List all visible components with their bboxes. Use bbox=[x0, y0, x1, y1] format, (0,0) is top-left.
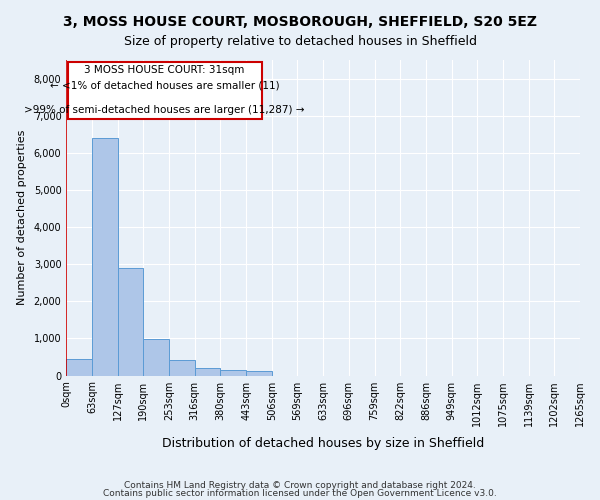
Y-axis label: Number of detached properties: Number of detached properties bbox=[17, 130, 27, 306]
Text: 3, MOSS HOUSE COURT, MOSBOROUGH, SHEFFIELD, S20 5EZ: 3, MOSS HOUSE COURT, MOSBOROUGH, SHEFFIE… bbox=[63, 15, 537, 29]
Text: 3 MOSS HOUSE COURT: 31sqm: 3 MOSS HOUSE COURT: 31sqm bbox=[85, 66, 245, 76]
Bar bbox=[246, 372, 272, 376]
Bar bbox=[169, 360, 195, 376]
Text: Size of property relative to detached houses in Sheffield: Size of property relative to detached ho… bbox=[124, 35, 476, 48]
Bar bbox=[118, 268, 143, 376]
X-axis label: Distribution of detached houses by size in Sheffield: Distribution of detached houses by size … bbox=[162, 437, 484, 450]
Text: Contains HM Land Registry data © Crown copyright and database right 2024.: Contains HM Land Registry data © Crown c… bbox=[124, 481, 476, 490]
Bar bbox=[92, 138, 118, 376]
Bar bbox=[220, 370, 246, 376]
Bar bbox=[143, 339, 169, 376]
Text: >99% of semi-detached houses are larger (11,287) →: >99% of semi-detached houses are larger … bbox=[25, 105, 305, 115]
Text: ← <1% of detached houses are smaller (11): ← <1% of detached houses are smaller (11… bbox=[50, 80, 280, 90]
FancyBboxPatch shape bbox=[68, 62, 262, 120]
Bar bbox=[195, 368, 220, 376]
Bar bbox=[67, 359, 92, 376]
Text: Contains public sector information licensed under the Open Government Licence v3: Contains public sector information licen… bbox=[103, 488, 497, 498]
